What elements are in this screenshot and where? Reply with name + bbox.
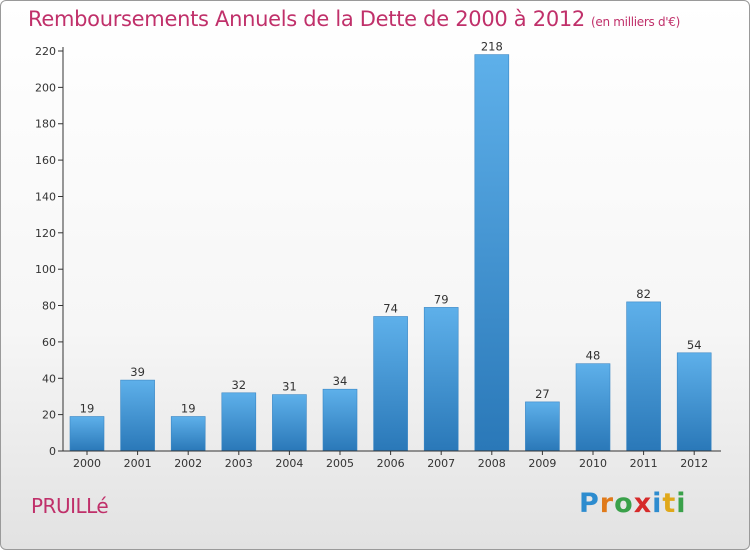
value-label-2009: 27 [535, 387, 550, 401]
bar-2011 [626, 301, 661, 452]
bar-2007 [423, 307, 459, 452]
bar-2005 [322, 388, 358, 452]
axes-group: 2000 2001 2002 2003 2004 2005 2006 2007 2008 2009… [35, 45, 721, 470]
value-label-2003: 32 [231, 378, 246, 392]
commune-name: PRUILLé [31, 494, 109, 518]
x-tick-label-2004: 2004 [275, 457, 303, 470]
logo-letter: o [614, 488, 634, 519]
x-tick-label-2000: 2000 [73, 457, 101, 470]
logo-letter: i [676, 488, 687, 519]
bar-2010 [575, 363, 611, 452]
x-tick-label-2011: 2011 [630, 457, 658, 470]
y-tick-label-100: 100 [35, 263, 56, 276]
bar-2002 [170, 416, 206, 452]
y-tick-label-60: 60 [42, 336, 56, 349]
proxiti-logo: Proxiti [579, 488, 687, 519]
bar-2003 [221, 392, 257, 452]
bar-2008 [474, 54, 510, 452]
x-tick-label-2008: 2008 [478, 457, 506, 470]
bar-2004 [272, 394, 307, 452]
value-label-2005: 34 [333, 374, 348, 388]
x-tick-label-2002: 2002 [174, 457, 202, 470]
y-tick-label-0: 0 [49, 445, 56, 458]
x-tick-label-2003: 2003 [225, 457, 253, 470]
logo-letter: P [579, 488, 600, 519]
value-label-2000: 19 [80, 402, 95, 416]
value-label-2001: 39 [130, 365, 145, 379]
y-tick-label-140: 140 [35, 191, 56, 204]
bar-2006 [373, 316, 408, 452]
bars-group: 19 39 19 32 31 34 74 79 218 27 48 82 54 [69, 40, 712, 452]
logo-letter: t [662, 488, 677, 519]
y-tick-label-120: 120 [35, 227, 56, 240]
y-tick-label-40: 40 [42, 372, 56, 385]
x-tick-label-2012: 2012 [680, 457, 708, 470]
x-tick-label-2006: 2006 [377, 457, 405, 470]
value-label-2012: 54 [687, 338, 702, 352]
x-tick-label-2009: 2009 [528, 457, 556, 470]
chart-unit: (en milliers d'€) [591, 15, 681, 29]
value-label-2004: 31 [282, 380, 297, 394]
value-label-2011: 82 [636, 287, 651, 301]
value-label-2008: 218 [481, 40, 503, 54]
chart-title: Remboursements Annuels de la Dette de 20… [28, 7, 680, 31]
logo-letter: i [652, 488, 663, 519]
bar-2012 [676, 352, 712, 452]
bar-2009 [525, 401, 560, 452]
value-label-2002: 19 [181, 402, 196, 416]
logo-letter: x [633, 488, 653, 519]
y-tick-label-160: 160 [35, 154, 56, 167]
x-tick-label-2007: 2007 [427, 457, 455, 470]
x-tick-label-2005: 2005 [326, 457, 354, 470]
logo-letter: r [599, 488, 615, 519]
value-label-2010: 48 [586, 349, 601, 363]
y-tick-label-20: 20 [42, 409, 56, 422]
value-label-2007: 79 [434, 292, 449, 306]
x-tick-label-2010: 2010 [579, 457, 607, 470]
y-tick-label-220: 220 [35, 45, 56, 58]
y-tick-label-200: 200 [35, 81, 56, 94]
y-tick-label-180: 180 [35, 118, 56, 131]
y-tick-label-80: 80 [42, 300, 56, 313]
chart-title-text: Remboursements Annuels de la Dette de 20… [28, 7, 585, 31]
value-label-2006: 74 [383, 302, 398, 316]
x-tick-label-2001: 2001 [124, 457, 152, 470]
bar-2000 [69, 416, 105, 452]
bar-2001 [120, 379, 155, 452]
